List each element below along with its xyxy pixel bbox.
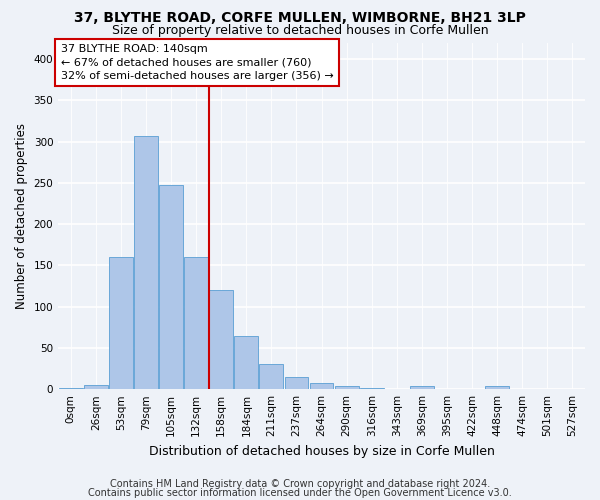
Bar xyxy=(134,136,158,389)
Bar xyxy=(184,257,208,389)
Bar xyxy=(259,364,283,389)
Bar xyxy=(485,386,509,389)
Bar xyxy=(59,388,83,389)
Bar xyxy=(159,186,183,389)
Bar xyxy=(235,336,258,389)
Bar xyxy=(209,290,233,389)
Bar xyxy=(310,382,334,389)
Bar xyxy=(360,388,383,389)
Bar xyxy=(284,377,308,389)
Bar xyxy=(109,257,133,389)
Text: Contains HM Land Registry data © Crown copyright and database right 2024.: Contains HM Land Registry data © Crown c… xyxy=(110,479,490,489)
Text: 37, BLYTHE ROAD, CORFE MULLEN, WIMBORNE, BH21 3LP: 37, BLYTHE ROAD, CORFE MULLEN, WIMBORNE,… xyxy=(74,11,526,25)
Bar xyxy=(335,386,359,389)
Bar xyxy=(410,386,434,389)
Y-axis label: Number of detached properties: Number of detached properties xyxy=(15,123,28,309)
Text: Contains public sector information licensed under the Open Government Licence v3: Contains public sector information licen… xyxy=(88,488,512,498)
X-axis label: Distribution of detached houses by size in Corfe Mullen: Distribution of detached houses by size … xyxy=(149,444,494,458)
Text: Size of property relative to detached houses in Corfe Mullen: Size of property relative to detached ho… xyxy=(112,24,488,37)
Bar xyxy=(84,385,108,389)
Text: 37 BLYTHE ROAD: 140sqm
← 67% of detached houses are smaller (760)
32% of semi-de: 37 BLYTHE ROAD: 140sqm ← 67% of detached… xyxy=(61,44,334,80)
